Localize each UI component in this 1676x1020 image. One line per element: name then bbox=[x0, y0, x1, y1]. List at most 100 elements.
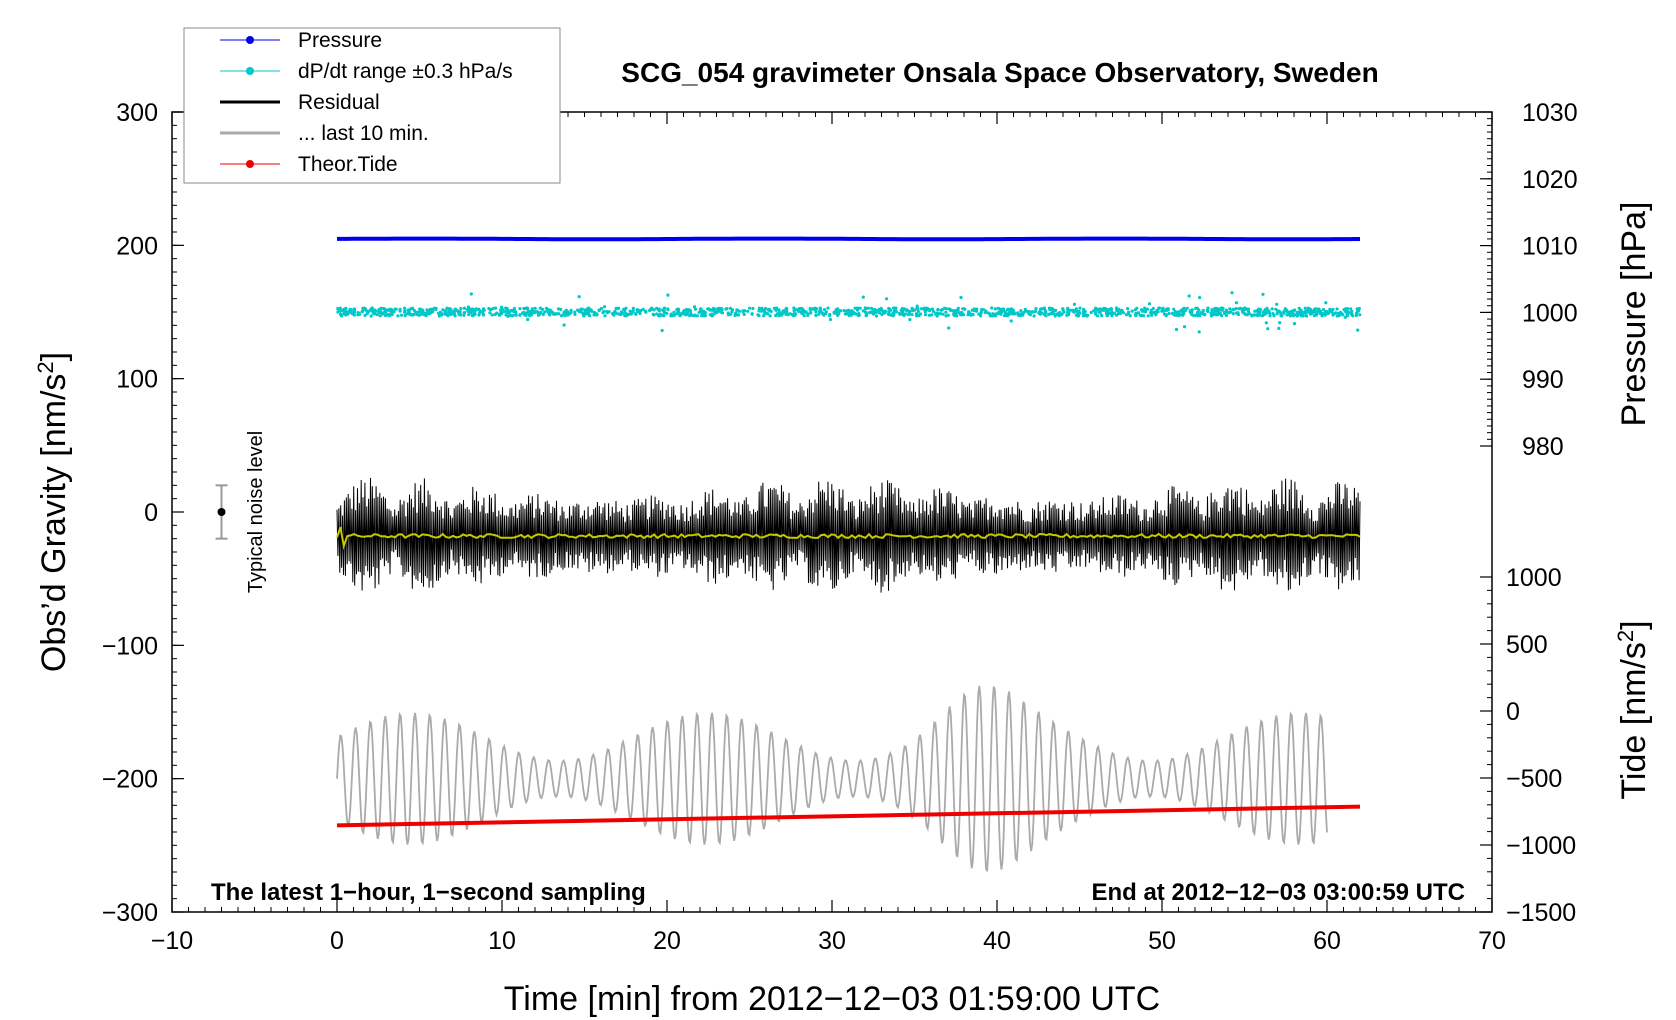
dpdt-point bbox=[1221, 306, 1225, 310]
dpdt-point bbox=[874, 309, 878, 313]
dpdt-point bbox=[1308, 307, 1312, 311]
legend-label-4: Theor.Tide bbox=[298, 153, 398, 176]
dpdt-point bbox=[514, 311, 518, 315]
dpdt-point bbox=[828, 314, 832, 318]
dpdt-point bbox=[1117, 312, 1121, 316]
dpdt-point bbox=[1010, 310, 1014, 314]
dpdt-point bbox=[384, 310, 388, 314]
dpdt-point bbox=[891, 311, 895, 316]
dpdt-point bbox=[1039, 307, 1043, 311]
dpdt-point bbox=[846, 308, 850, 312]
dpdt-point bbox=[1257, 308, 1261, 312]
dpdt-point bbox=[1093, 312, 1098, 316]
dpdt-point bbox=[1357, 308, 1361, 312]
dpdt-point bbox=[924, 306, 928, 310]
dpdt-point bbox=[736, 313, 741, 317]
dpdt-point bbox=[855, 308, 860, 312]
dpdt-point bbox=[1301, 314, 1305, 318]
dpdt-point bbox=[916, 307, 920, 311]
dpdt-point bbox=[1321, 312, 1325, 316]
dpdt-point bbox=[508, 313, 512, 318]
dpdt-point bbox=[390, 312, 394, 317]
dpdt-point bbox=[930, 307, 935, 311]
dpdt-point bbox=[1243, 307, 1248, 311]
dpdt-point bbox=[1185, 306, 1189, 310]
dpdt-point bbox=[720, 307, 724, 311]
dpdt-point bbox=[1082, 313, 1086, 317]
dpdt-point bbox=[1263, 308, 1267, 312]
dpdt-point bbox=[1177, 313, 1181, 317]
y-axis-title-left-main: Obs’d Gravity [nm/s bbox=[35, 374, 73, 673]
dpdt-point bbox=[853, 306, 857, 310]
dpdt-point bbox=[1295, 310, 1299, 314]
dpdt-point bbox=[900, 307, 904, 311]
dpdt-point bbox=[1032, 314, 1036, 318]
dpdt-point bbox=[884, 309, 888, 313]
dpdt-point bbox=[634, 312, 638, 316]
dpdt-point bbox=[1241, 310, 1245, 314]
dpdt-point bbox=[949, 308, 954, 312]
dpdt-point bbox=[1143, 306, 1147, 310]
legend: Pressure dP/dt range ±0.3 hPa/s Residual..… bbox=[183, 27, 561, 184]
dpdt-point bbox=[905, 308, 909, 312]
dpdt-point bbox=[396, 314, 400, 318]
dpdt-point bbox=[416, 313, 420, 317]
tide-tick-label: 500 bbox=[1506, 631, 1548, 659]
dpdt-point bbox=[439, 311, 443, 315]
dpdt-point bbox=[776, 312, 780, 316]
dpdt-point bbox=[940, 308, 944, 312]
y-tick-label: −100 bbox=[102, 632, 158, 660]
dpdt-point bbox=[1050, 311, 1054, 315]
dpdt-point bbox=[1155, 309, 1159, 313]
dpdt-point bbox=[903, 312, 907, 316]
dpdt-point bbox=[885, 297, 889, 301]
dpdt-point bbox=[944, 310, 948, 314]
dpdt-point bbox=[1181, 313, 1185, 317]
dpdt-point bbox=[877, 309, 881, 313]
dpdt-point bbox=[849, 313, 854, 317]
dpdt-point bbox=[1085, 314, 1089, 318]
dpdt-point bbox=[835, 310, 839, 314]
dpdt-point bbox=[449, 310, 453, 314]
dpdt-point bbox=[566, 313, 570, 317]
dpdt-point bbox=[588, 314, 592, 318]
dpdt-point bbox=[660, 328, 664, 333]
x-tick-label: 20 bbox=[653, 927, 681, 955]
dpdt-point bbox=[1133, 313, 1138, 317]
dpdt-point bbox=[813, 306, 817, 310]
dpdt-point bbox=[910, 313, 914, 317]
dpdt-point bbox=[346, 312, 350, 316]
dpdt-point bbox=[817, 309, 822, 314]
dpdt-point bbox=[590, 309, 594, 313]
dpdt-point bbox=[1267, 309, 1271, 313]
dpdt-point bbox=[470, 314, 474, 318]
dpdt-point bbox=[361, 306, 365, 310]
dpdt-point bbox=[1130, 309, 1134, 313]
dpdt-point bbox=[1202, 312, 1206, 316]
x-tick-label: 70 bbox=[1478, 927, 1506, 955]
dpdt-point bbox=[900, 310, 905, 314]
dpdt-point bbox=[554, 312, 558, 316]
dpdt-point bbox=[375, 313, 379, 317]
dpdt-point bbox=[730, 308, 735, 312]
dpdt-point bbox=[569, 311, 573, 315]
y-tick-label: 0 bbox=[144, 499, 158, 527]
dpdt-point bbox=[1228, 307, 1232, 311]
y-axis-title-tide: Tide [nm/s2] bbox=[1613, 620, 1653, 799]
dpdt-point bbox=[689, 311, 693, 315]
dpdt-point bbox=[1313, 307, 1317, 311]
dpdt-point bbox=[393, 307, 397, 311]
dpdt-point bbox=[524, 307, 529, 311]
dpdt-point bbox=[1219, 314, 1224, 318]
dpdt-point bbox=[644, 309, 648, 313]
y-axis-title-tide-main: Tide [nm/s bbox=[1615, 642, 1653, 799]
legend-marker-1 bbox=[246, 67, 254, 75]
dpdt-point bbox=[403, 306, 407, 310]
dpdt-point bbox=[469, 307, 473, 311]
dpdt-point bbox=[1303, 306, 1307, 310]
y-axis-title-tide-close: ] bbox=[1615, 620, 1653, 629]
dpdt-point bbox=[444, 312, 448, 316]
dpdt-point bbox=[422, 313, 427, 317]
dpdt-point bbox=[495, 311, 499, 315]
